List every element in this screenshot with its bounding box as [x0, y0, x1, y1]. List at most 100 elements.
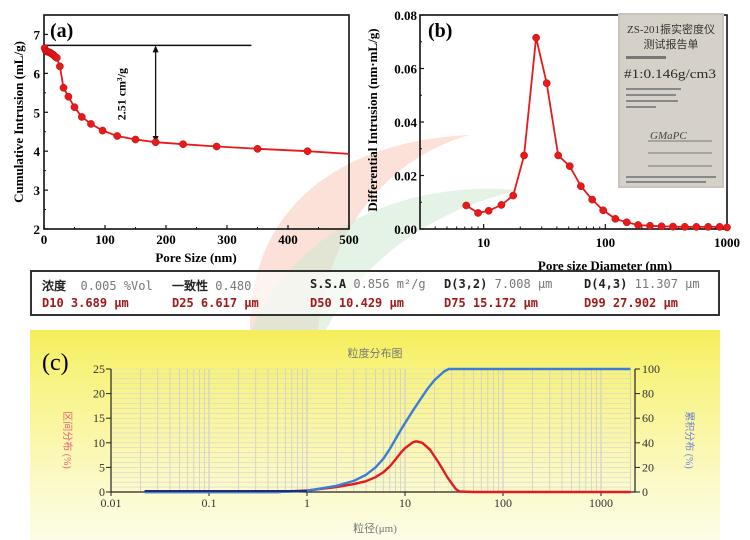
x-tick-label-c: 0.01	[101, 496, 122, 510]
data-point-b	[520, 151, 528, 160]
y-tick-label-a: 5	[34, 105, 41, 120]
data-point-b	[588, 195, 597, 204]
data-point-b	[704, 223, 713, 231]
stat-value: 0.480	[215, 279, 252, 293]
x-tick-label-c: 1	[304, 496, 310, 510]
data-point-b	[622, 218, 631, 227]
data-point-a	[212, 142, 221, 151]
stat-uniformity: 一致性 0.480	[172, 277, 251, 294]
x-tick-label-c: 100	[494, 496, 512, 510]
data-point-b	[692, 223, 701, 231]
y-axis-label-right-c: 累积分布 (%)	[683, 411, 695, 469]
arrowhead-up-a	[152, 45, 159, 53]
stat-d75: D75 15.172 μm	[444, 296, 538, 310]
data-point-b	[657, 222, 666, 231]
y-tick-label-left-c: 0	[99, 485, 105, 499]
stat-value: 6.617 μm	[200, 296, 259, 310]
inset-text-line	[626, 88, 681, 90]
data-point-a	[56, 62, 64, 71]
x-tick-label-a: 200	[156, 232, 176, 247]
chart-a: 0 100 200 300 400 500 2 3 4 5 6 7 (a) Pore Size (nm…	[11, 14, 359, 265]
data-point-a	[303, 147, 312, 156]
stat-d43: D(4,3) 11.307 μm	[584, 277, 700, 291]
stat-d32: D(3,2) 7.008 μm	[444, 277, 552, 291]
stat-label: S.S.A	[310, 277, 347, 291]
data-point-b	[634, 221, 642, 229]
stat-value: 3.689 μm	[70, 296, 129, 310]
x-tick-label-a: 0	[41, 232, 48, 247]
data-point-a	[131, 135, 140, 144]
y-tick-label-b: 0.04	[394, 115, 417, 130]
stat-value: 0.005 %Vol	[80, 279, 153, 293]
data-point-a	[70, 103, 79, 112]
chart-c-panel	[30, 330, 720, 540]
x-tick-label-c: 1000	[589, 496, 613, 510]
x-tick-label-b: 100	[596, 235, 616, 250]
stat-label: D25	[172, 296, 194, 310]
data-point-b	[484, 206, 493, 215]
y-tick-label-left-c: 15	[93, 411, 105, 425]
inset-result: #1:0.146g/cm3	[624, 66, 716, 81]
y-tick-label-a: 7	[34, 27, 41, 42]
x-tick-label-b: 1000	[714, 235, 740, 250]
panel-label-c: (c)	[42, 350, 69, 376]
inset-title-1: ZS-201振实密度仪	[627, 22, 715, 36]
data-point-b	[542, 79, 551, 88]
chart-c: 0.01 0.1 1 10 100 10000510152025020406080100 …	[42, 346, 695, 535]
y-tick-label-right-c: 40	[642, 436, 654, 450]
inset-text-line	[626, 176, 716, 178]
y-tick-label-left-c: 5	[99, 460, 105, 474]
data-point-b	[554, 151, 563, 160]
y-tick-label-right-c: 80	[642, 387, 654, 401]
x-axis-label-a: Pore Size (nm)	[155, 250, 236, 265]
y-tick-label-a: 3	[34, 183, 41, 198]
data-point-a	[64, 92, 73, 101]
data-point-b	[497, 201, 506, 209]
inset-text-line	[626, 100, 678, 102]
stat-value: 10.429 μm	[338, 296, 404, 310]
inset-text-line	[626, 56, 666, 59]
y-tick-label-right-c: 20	[642, 460, 654, 474]
x-tick-label-a: 300	[217, 232, 237, 247]
annotation-a: 2.51 cm³/g	[115, 68, 129, 120]
y-tick-label-a: 2	[34, 222, 41, 237]
y-axis-label-a: Cumulative Intrusion (mL/g)	[11, 41, 26, 203]
stat-label: 一致性	[172, 279, 209, 293]
chart-title-c: 粒度分布图	[348, 346, 403, 360]
data-point-a	[253, 144, 262, 153]
y-tick-label-b: 0.08	[394, 8, 417, 23]
data-point-b	[669, 222, 677, 231]
data-point-b	[599, 206, 608, 215]
data-point-b	[565, 162, 574, 170]
stat-d50: D50 10.429 μm	[310, 296, 404, 310]
x-tick-label-c: 10	[399, 496, 411, 510]
stat-value: 15.172 μm	[472, 296, 538, 310]
stat-concentration: 浓度 0.005 %Vol	[42, 277, 153, 294]
data-point-a	[77, 113, 86, 121]
series-line-a	[43, 47, 350, 155]
data-point-a	[98, 126, 107, 135]
stat-d99: D99 27.902 μm	[584, 296, 678, 310]
data-point-b	[532, 33, 540, 42]
inset-text-line	[626, 106, 656, 108]
stats-table: 浓度 0.005 %Vol 一致性 0.480 S.S.A 0.856 m²/g…	[30, 270, 720, 316]
y-tick-label-right-c: 0	[642, 485, 648, 499]
x-axis-label-c: 粒径(μm)	[353, 521, 397, 535]
data-point-b	[611, 214, 620, 223]
data-point-b	[577, 182, 585, 191]
inset-sample-name: GMaPC	[650, 130, 687, 142]
stat-label: D(4,3)	[584, 277, 628, 291]
data-point-a	[52, 53, 61, 62]
data-point-b	[474, 209, 482, 217]
data-point-b	[509, 191, 518, 200]
stat-value: 27.902 μm	[612, 296, 678, 310]
data-point-b	[646, 221, 654, 230]
y-tick-label-b: 0.06	[394, 62, 417, 77]
inset-title-2: 测试报告单	[644, 37, 699, 51]
data-point-b	[462, 201, 471, 210]
y-axis-label-left-c: 区间分布 (%)	[61, 411, 74, 469]
stat-label: D75	[444, 296, 466, 310]
panel-label-a: (a)	[50, 20, 73, 42]
stat-value: 11.307 μm	[634, 277, 700, 291]
stat-label: D(3,2)	[444, 277, 488, 291]
